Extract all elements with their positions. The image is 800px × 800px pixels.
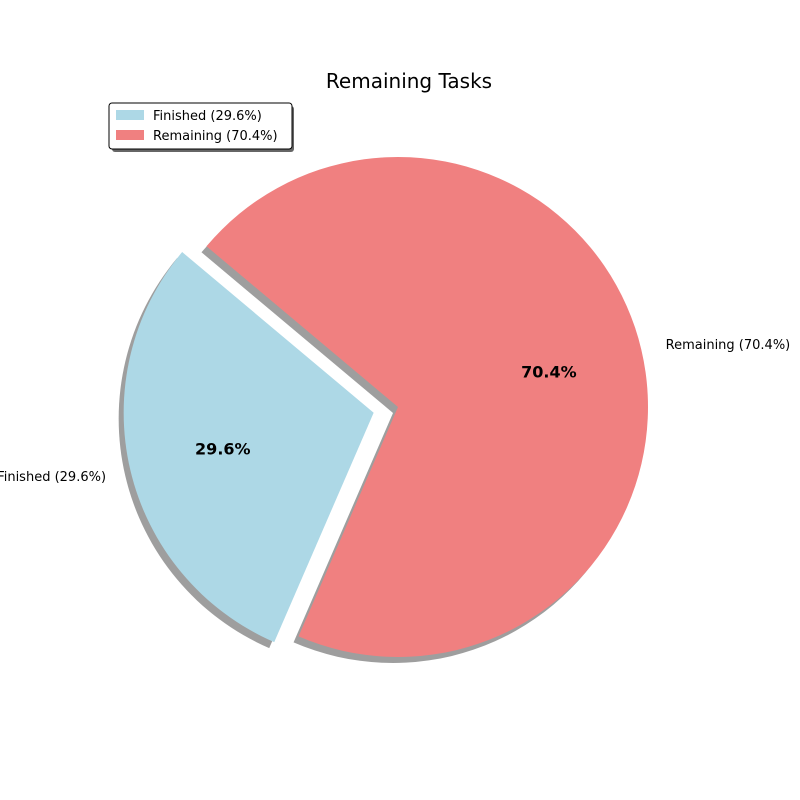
legend: Finished (29.6%) Remaining (70.4%) <box>108 102 294 152</box>
pie-slices <box>123 157 649 657</box>
chart-title: Remaining Tasks <box>326 69 492 93</box>
pct-label-remaining: 70.4% <box>521 362 577 381</box>
pct-label-finished: 29.6% <box>195 439 251 458</box>
legend-swatch-finished <box>116 110 144 120</box>
slice-remaining <box>206 157 649 657</box>
slice-finished <box>123 252 374 643</box>
legend-swatch-remaining <box>116 130 144 140</box>
slice-label-remaining: Remaining (70.4%) <box>666 338 791 353</box>
legend-label-finished: Finished (29.6%) <box>153 109 262 124</box>
legend-label-remaining: Remaining (70.4%) <box>153 129 278 144</box>
legend-items: Finished (29.6%) Remaining (70.4%) <box>116 109 278 144</box>
slice-labels: 29.6% Finished (29.6%) 70.4% Remaining (70.… <box>0 338 790 485</box>
legend-box <box>108 102 293 150</box>
slice-label-finished: Finished (29.6%) <box>0 470 106 485</box>
